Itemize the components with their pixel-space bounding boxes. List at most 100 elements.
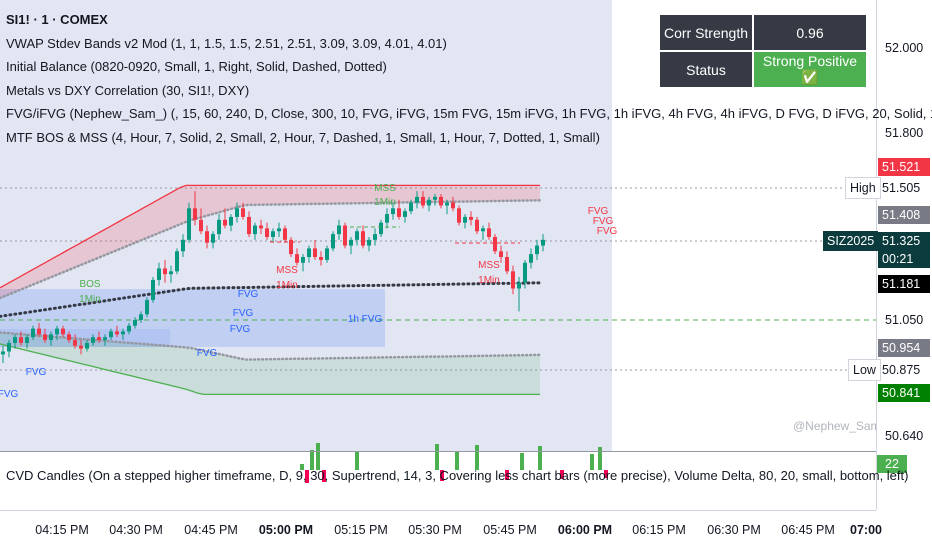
candle-body: [475, 219, 479, 232]
candle-body: [109, 331, 113, 338]
fvg-label: FVG: [0, 389, 18, 400]
indicator-bos-mss[interactable]: MTF BOS & MSS (4, Hour, 7, Solid, 2, Sma…: [6, 129, 600, 145]
cvd-bar: [300, 464, 304, 470]
candle-body: [181, 239, 185, 252]
candle-body: [283, 228, 287, 240]
price-tag-band: 50.954: [878, 339, 930, 357]
candle-body: [469, 216, 473, 220]
bos-timeframe: 1Min: [79, 294, 101, 305]
price-tag-low: 50.875: [878, 361, 930, 379]
author-watermark: @Nephew_Sam_: [793, 419, 888, 433]
candle-body: [511, 271, 515, 289]
cvd-bar: [505, 470, 509, 480]
candle-body: [421, 196, 425, 206]
price-tick: 51.050: [885, 313, 924, 327]
candle-body: [457, 208, 461, 223]
candle-body: [205, 231, 209, 243]
candle-body: [403, 211, 407, 217]
price-tag-high: 51.505: [878, 179, 930, 197]
candle-body: [139, 314, 143, 320]
candle-body: [253, 225, 257, 235]
price-tick: 50.640: [885, 429, 924, 443]
candle-body: [13, 337, 17, 343]
cvd-bar: [604, 470, 608, 478]
candle-body: [217, 219, 221, 235]
candle-body: [343, 225, 347, 246]
inner-lower-band: [0, 331, 542, 361]
price-tag-last: 51.325 00:21: [878, 232, 930, 268]
candle-body: [223, 219, 227, 226]
fvg-label: FVG: [238, 289, 259, 300]
cvd-bar: [316, 443, 320, 470]
candle-body: [385, 214, 389, 223]
candle-body: [169, 271, 173, 275]
time-tick: 04:15 PM: [35, 523, 89, 537]
candle-body: [85, 342, 89, 349]
candle-body: [193, 208, 197, 220]
candle-body: [61, 328, 65, 335]
cvd-bar: [440, 470, 444, 481]
inner-upper-band: [0, 199, 542, 300]
cvd-indicator-legend[interactable]: CVD Candles (On a stepped higher timefra…: [6, 468, 909, 483]
candle-body: [409, 202, 413, 212]
candle-body: [91, 337, 95, 343]
indicator-vwap[interactable]: VWAP Stdev Bands v2 Mod (1, 1, 1.5, 1.5,…: [6, 35, 447, 51]
indicator-initial-balance[interactable]: Initial Balance (0820-0920, Small, 1, Ri…: [6, 59, 387, 74]
candle-body: [307, 248, 311, 258]
mss-timeframe: 1Min: [478, 275, 500, 286]
candle-body: [31, 328, 35, 338]
cvd-bar: [520, 453, 524, 470]
corr-strength-value: 0.96: [752, 13, 868, 52]
symbol-title[interactable]: SI1! · 1 · COMEX: [6, 12, 108, 27]
mss-label: MSS: [276, 265, 298, 276]
candle-body: [505, 257, 509, 272]
candle-body: [277, 228, 281, 232]
candle-body: [289, 239, 293, 255]
time-tick: 05:00 PM: [258, 523, 314, 537]
candle-body: [199, 219, 203, 232]
candle-body: [133, 320, 137, 326]
price-tag-upper-band: 51.521: [878, 158, 930, 176]
candle-body: [397, 208, 401, 217]
lower-band-fill: [0, 332, 540, 395]
corr-row-status: Status Strong Positive ✅: [658, 50, 868, 89]
candle-body: [187, 208, 191, 240]
candle-body: [25, 337, 29, 343]
candle-body: [337, 225, 341, 235]
candle-body: [325, 248, 329, 260]
candle-body: [241, 208, 245, 217]
candle-body: [121, 331, 125, 335]
low-line-label: Low: [848, 359, 881, 381]
candle-body: [151, 279, 155, 300]
candle-body: [535, 245, 539, 255]
candle-body: [427, 199, 431, 206]
fvg-label: FVG: [588, 206, 609, 217]
corr-strength-label: Corr Strength: [658, 13, 754, 52]
candle-body: [79, 345, 83, 349]
price-tick: 51.800: [885, 126, 924, 140]
cvd-bar: [355, 451, 359, 470]
symbol-tag: SIZ2025: [823, 231, 879, 251]
pane-separator[interactable]: [0, 451, 876, 452]
candle-body: [481, 228, 485, 232]
indicator-fvg[interactable]: FVG/iFVG (Nephew_Sam_) (, 15, 60, 240, D…: [6, 106, 932, 121]
time-tick: 06:15 PM: [632, 523, 686, 537]
time-axis[interactable]: 04:15 PM 04:30 PM 04:45 PM 05:00 PM 05:1…: [0, 510, 882, 551]
candle-body: [313, 248, 317, 258]
price-axis[interactable]: 52.000 51.800 51.050 50.640 51.521 51.50…: [876, 0, 932, 510]
cvd-bar: [538, 446, 542, 470]
indicator-correlation[interactable]: Metals vs DXY Correlation (30, SI1!, DXY…: [6, 82, 250, 98]
time-tick: 06:45 PM: [781, 523, 835, 537]
candle-body: [301, 257, 305, 263]
cvd-bar: [598, 447, 602, 470]
candle-body: [451, 202, 455, 209]
candle-body: [463, 216, 467, 223]
candle-body: [499, 251, 503, 258]
candle-body: [175, 251, 179, 272]
candle-body: [145, 299, 149, 315]
candle-body: [529, 254, 533, 263]
mss-label: MSS: [374, 183, 396, 194]
upper-band-line: [0, 184, 540, 289]
cvd-bar: [560, 470, 564, 479]
last-price: 51.325: [882, 234, 921, 248]
